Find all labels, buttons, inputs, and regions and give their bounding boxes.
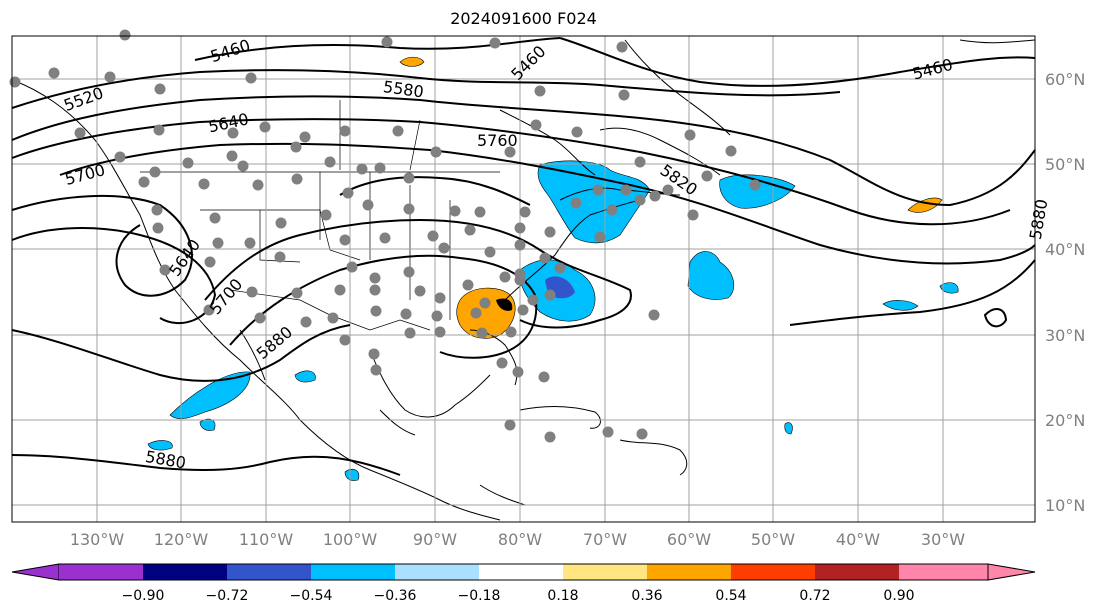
colorbar-bin [227, 564, 312, 580]
lon-tick-label: 130°W [70, 530, 125, 549]
contour-label-5760: 5760 [477, 131, 518, 150]
lon-tick-label: 30°W [921, 530, 965, 549]
colorbar-tick-label: 0.18 [547, 588, 578, 604]
colorbar-tick-label: 0.36 [631, 588, 662, 604]
lon-tick-label: 90°W [413, 530, 457, 549]
lat-tick-label: 50°N [1045, 155, 1085, 174]
colorbar-tick-label: −0.54 [290, 588, 333, 604]
lon-tick-label: 60°W [667, 530, 711, 549]
lon-axis-labels: 130°W 120°W 110°W 100°W 90°W 80°W 70°W 6… [70, 530, 965, 549]
lat-tick-label: 20°N [1045, 411, 1085, 430]
colorbar-tick-label: −0.36 [374, 588, 417, 604]
colorbar-extend-high [987, 563, 1036, 581]
lat-tick-label: 30°N [1045, 326, 1085, 345]
political-borders [140, 100, 500, 331]
colorbar-bin [395, 564, 480, 580]
lon-tick-label: 100°W [323, 530, 378, 549]
colorbar-tick-label: 0.72 [799, 588, 830, 604]
lat-tick-label: 40°N [1045, 240, 1085, 259]
colorbar-bin [563, 564, 648, 580]
lat-axis-labels: 10°N 20°N 30°N 40°N 50°N 60°N [1045, 70, 1085, 515]
height-contours [11, 37, 1036, 476]
lon-tick-label: 50°W [751, 530, 795, 549]
colorbar-bin [815, 564, 900, 580]
colorbar-bin [479, 564, 564, 580]
colorbar-tick-label: 0.90 [883, 588, 914, 604]
colorbar-bin [899, 564, 988, 580]
colorbar-bin [143, 564, 228, 580]
lat-tick-label: 10°N [1045, 496, 1085, 515]
colorbar-bin [311, 564, 396, 580]
colorbar-tick-label: −0.72 [206, 588, 249, 604]
graticule [12, 36, 1035, 522]
colorbar-tick-labels: −0.90 −0.72 −0.54 −0.36 −0.18 0.18 0.36 … [122, 588, 915, 604]
colorbar-tick-label: −0.18 [458, 588, 501, 604]
colorbar-bin [731, 564, 816, 580]
map-title: 2024091600 F024 [450, 9, 597, 28]
colorbar-extend-low [11, 563, 60, 581]
lon-tick-label: 120°W [154, 530, 209, 549]
lon-tick-label: 40°W [836, 530, 880, 549]
colorbar-bin [647, 564, 732, 580]
lon-tick-label: 70°W [583, 530, 627, 549]
lat-tick-label: 60°N [1045, 70, 1085, 89]
lon-tick-label: 110°W [239, 530, 294, 549]
lon-tick-label: 80°W [498, 530, 542, 549]
colorbar: −0.90 −0.72 −0.54 −0.36 −0.18 0.18 0.36 … [11, 563, 1036, 604]
colorbar-tick-label: −0.90 [122, 588, 165, 604]
colorbar-bin [59, 564, 144, 580]
colorbar-tick-label: 0.54 [715, 588, 746, 604]
map-panel: 5460 5460 5460 5520 5580 5640 5640 5700 … [9, 29, 1051, 523]
